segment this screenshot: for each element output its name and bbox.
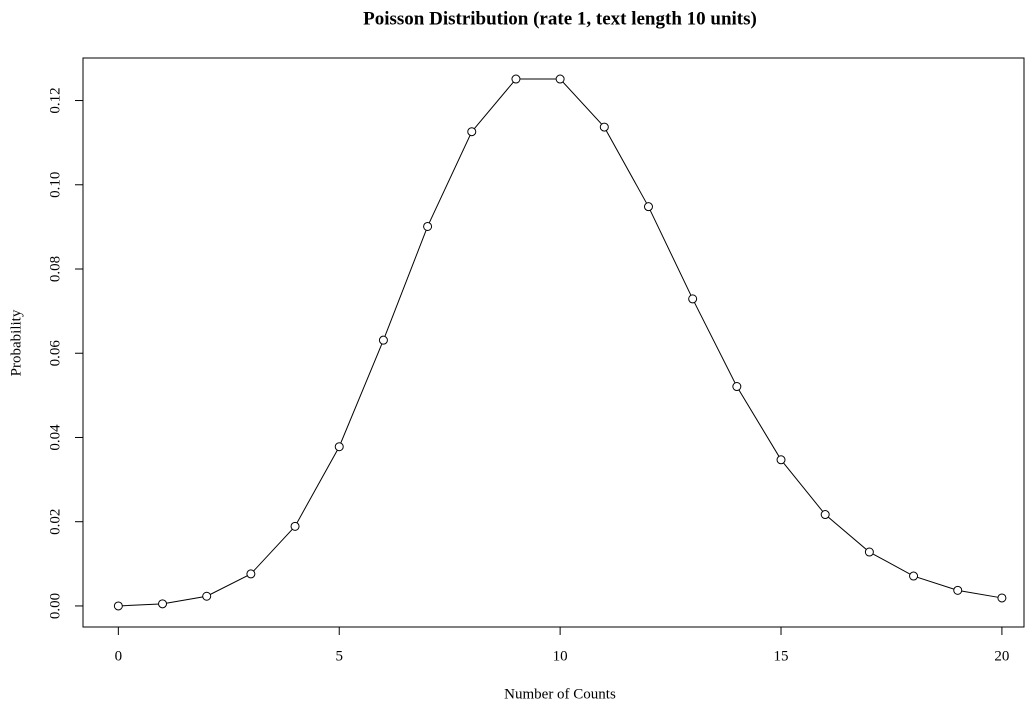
series-line [118, 78, 1002, 607]
y-tick-label: 0.12 [47, 87, 63, 113]
y-tick-label: 0.04 [47, 424, 63, 451]
data-point [334, 442, 344, 452]
data-point [202, 591, 212, 601]
x-tick-label: 0 [115, 648, 123, 664]
data-point [511, 74, 521, 84]
data-point [246, 569, 256, 579]
x-axis-label: Number of Counts [504, 686, 616, 702]
y-tick-label: 0.00 [47, 593, 63, 619]
data-point [820, 510, 830, 520]
y-tick-label: 0.10 [47, 172, 63, 198]
data-point [290, 521, 300, 531]
data-point [378, 335, 388, 345]
y-tick-label: 0.02 [47, 509, 63, 535]
data-point [555, 74, 565, 84]
y-tick-label: 0.08 [47, 256, 63, 282]
data-point [732, 382, 742, 392]
x-tick-label: 20 [994, 648, 1009, 664]
plot-box [82, 57, 1025, 628]
x-tick-label: 10 [553, 648, 568, 664]
data-point [158, 599, 168, 609]
data-point [113, 601, 123, 611]
y-axis-label: Probability [8, 309, 24, 376]
chart-title: Poisson Distribution (rate 1, text lengt… [363, 8, 757, 29]
data-point [776, 455, 786, 465]
data-point [864, 547, 874, 557]
data-point [643, 202, 653, 212]
data-point [909, 571, 919, 581]
data-point [423, 221, 433, 231]
x-tick-label: 5 [335, 648, 343, 664]
data-point [688, 294, 698, 304]
data-point [467, 127, 477, 137]
x-tick-label: 15 [774, 648, 789, 664]
y-tick-label: 0.06 [47, 340, 63, 367]
data-point [599, 122, 609, 132]
data-point [953, 585, 963, 595]
data-point [997, 593, 1007, 603]
